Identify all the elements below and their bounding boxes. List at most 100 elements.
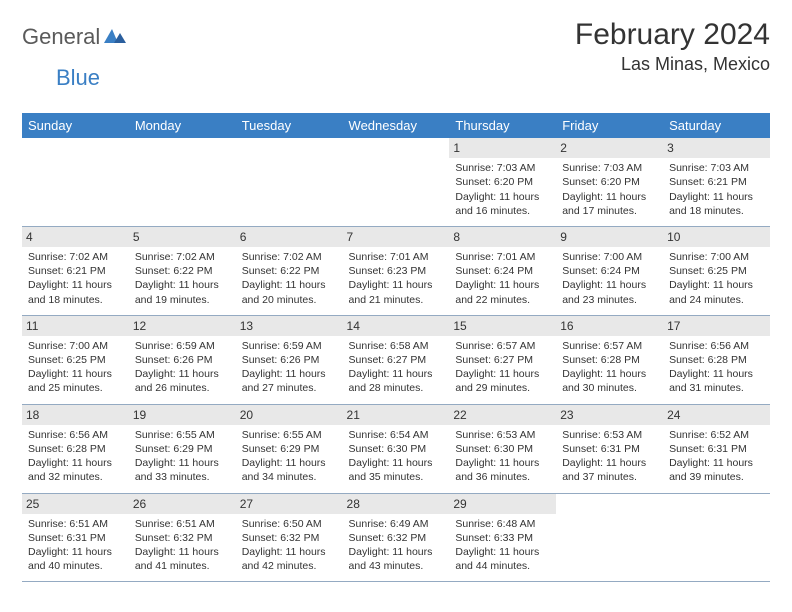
sunset-text: Sunset: 6:22 PM (242, 264, 337, 278)
sunrise-text: Sunrise: 7:03 AM (562, 161, 657, 175)
day-number: 29 (449, 494, 556, 514)
calendar-week-row: 25Sunrise: 6:51 AMSunset: 6:31 PMDayligh… (22, 493, 770, 582)
calendar-body: ....1Sunrise: 7:03 AMSunset: 6:20 PMDayl… (22, 138, 770, 582)
daylight-text: Daylight: 11 hours and 36 minutes. (455, 456, 550, 484)
daylight-text: Daylight: 11 hours and 35 minutes. (349, 456, 444, 484)
sunset-text: Sunset: 6:32 PM (242, 531, 337, 545)
calendar-cell: 18Sunrise: 6:56 AMSunset: 6:28 PMDayligh… (22, 404, 129, 493)
sunrise-text: Sunrise: 6:59 AM (135, 339, 230, 353)
day-number: 14 (343, 316, 450, 336)
sunset-text: Sunset: 6:31 PM (669, 442, 764, 456)
sunrise-text: Sunrise: 6:56 AM (28, 428, 123, 442)
daylight-text: Daylight: 11 hours and 41 minutes. (135, 545, 230, 573)
day-number: 18 (22, 405, 129, 425)
daylight-text: Daylight: 11 hours and 22 minutes. (455, 278, 550, 306)
calendar-table: Sunday Monday Tuesday Wednesday Thursday… (22, 113, 770, 582)
daylight-text: Daylight: 11 hours and 23 minutes. (562, 278, 657, 306)
sunrise-text: Sunrise: 7:02 AM (242, 250, 337, 264)
day-number: 6 (236, 227, 343, 247)
daylight-text: Daylight: 11 hours and 24 minutes. (669, 278, 764, 306)
day-number: 5 (129, 227, 236, 247)
calendar-cell: 4Sunrise: 7:02 AMSunset: 6:21 PMDaylight… (22, 226, 129, 315)
sunset-text: Sunset: 6:29 PM (242, 442, 337, 456)
sunset-text: Sunset: 6:27 PM (455, 353, 550, 367)
sunrise-text: Sunrise: 7:02 AM (28, 250, 123, 264)
calendar-cell: 10Sunrise: 7:00 AMSunset: 6:25 PMDayligh… (663, 226, 770, 315)
day-number: 28 (343, 494, 450, 514)
sunset-text: Sunset: 6:32 PM (135, 531, 230, 545)
sunrise-text: Sunrise: 6:48 AM (455, 517, 550, 531)
daylight-text: Daylight: 11 hours and 40 minutes. (28, 545, 123, 573)
sunset-text: Sunset: 6:26 PM (135, 353, 230, 367)
calendar-cell: 3Sunrise: 7:03 AMSunset: 6:21 PMDaylight… (663, 138, 770, 226)
calendar-cell: 24Sunrise: 6:52 AMSunset: 6:31 PMDayligh… (663, 404, 770, 493)
sunrise-text: Sunrise: 6:58 AM (349, 339, 444, 353)
day-number: 8 (449, 227, 556, 247)
daylight-text: Daylight: 11 hours and 31 minutes. (669, 367, 764, 395)
calendar-week-row: 18Sunrise: 6:56 AMSunset: 6:28 PMDayligh… (22, 404, 770, 493)
day-number: 16 (556, 316, 663, 336)
sunset-text: Sunset: 6:20 PM (562, 175, 657, 189)
day-number: 12 (129, 316, 236, 336)
sunset-text: Sunset: 6:24 PM (455, 264, 550, 278)
calendar-header-row: Sunday Monday Tuesday Wednesday Thursday… (22, 113, 770, 138)
sunrise-text: Sunrise: 7:03 AM (455, 161, 550, 175)
sunset-text: Sunset: 6:33 PM (455, 531, 550, 545)
sunrise-text: Sunrise: 6:51 AM (135, 517, 230, 531)
calendar-cell: 27Sunrise: 6:50 AMSunset: 6:32 PMDayligh… (236, 493, 343, 582)
logo-text-general: General (22, 24, 100, 50)
sunrise-text: Sunrise: 6:54 AM (349, 428, 444, 442)
calendar-cell: 13Sunrise: 6:59 AMSunset: 6:26 PMDayligh… (236, 315, 343, 404)
sunrise-text: Sunrise: 7:02 AM (135, 250, 230, 264)
calendar-cell: 16Sunrise: 6:57 AMSunset: 6:28 PMDayligh… (556, 315, 663, 404)
sunset-text: Sunset: 6:32 PM (349, 531, 444, 545)
daylight-text: Daylight: 11 hours and 28 minutes. (349, 367, 444, 395)
sunset-text: Sunset: 6:28 PM (562, 353, 657, 367)
daylight-text: Daylight: 11 hours and 17 minutes. (562, 190, 657, 218)
sunset-text: Sunset: 6:31 PM (28, 531, 123, 545)
sunrise-text: Sunrise: 7:01 AM (349, 250, 444, 264)
calendar-cell: 12 Sunrise: 6:59 AMSunset: 6:26 PMDayligh… (129, 315, 236, 404)
sunset-text: Sunset: 6:30 PM (349, 442, 444, 456)
sunrise-text: Sunrise: 6:57 AM (562, 339, 657, 353)
day-number: 17 (663, 316, 770, 336)
day-number: 9 (556, 227, 663, 247)
logo-text-blue: Blue (56, 65, 100, 90)
calendar-cell: 22Sunrise: 6:53 AMSunset: 6:30 PMDayligh… (449, 404, 556, 493)
sunset-text: Sunset: 6:23 PM (349, 264, 444, 278)
col-saturday: Saturday (663, 113, 770, 138)
calendar-week-row: 4Sunrise: 7:02 AMSunset: 6:21 PMDaylight… (22, 226, 770, 315)
sunrise-text: Sunrise: 7:00 AM (669, 250, 764, 264)
calendar-cell: 7Sunrise: 7:01 AMSunset: 6:23 PMDaylight… (343, 226, 450, 315)
daylight-text: Daylight: 11 hours and 26 minutes. (135, 367, 230, 395)
daylight-text: Daylight: 11 hours and 39 minutes. (669, 456, 764, 484)
daylight-text: Daylight: 11 hours and 21 minutes. (349, 278, 444, 306)
calendar-cell: . (343, 138, 450, 226)
day-number: 21 (343, 405, 450, 425)
sunrise-text: Sunrise: 6:59 AM (242, 339, 337, 353)
sunset-text: Sunset: 6:25 PM (669, 264, 764, 278)
logo-triangle-icon (104, 27, 126, 48)
day-number: 13 (236, 316, 343, 336)
day-number: 4 (22, 227, 129, 247)
col-wednesday: Wednesday (343, 113, 450, 138)
calendar-cell: 19Sunrise: 6:55 AMSunset: 6:29 PMDayligh… (129, 404, 236, 493)
calendar-cell: 1Sunrise: 7:03 AMSunset: 6:20 PMDaylight… (449, 138, 556, 226)
sunrise-text: Sunrise: 6:53 AM (455, 428, 550, 442)
calendar-cell: 8Sunrise: 7:01 AMSunset: 6:24 PMDaylight… (449, 226, 556, 315)
calendar-week-row: 11Sunrise: 7:00 AMSunset: 6:25 PMDayligh… (22, 315, 770, 404)
sunset-text: Sunset: 6:22 PM (135, 264, 230, 278)
sunrise-text: Sunrise: 6:51 AM (28, 517, 123, 531)
daylight-text: Daylight: 11 hours and 33 minutes. (135, 456, 230, 484)
calendar-cell: 29Sunrise: 6:48 AMSunset: 6:33 PMDayligh… (449, 493, 556, 582)
daylight-text: Daylight: 11 hours and 19 minutes. (135, 278, 230, 306)
daylight-text: Daylight: 11 hours and 18 minutes. (669, 190, 764, 218)
daylight-text: Daylight: 11 hours and 43 minutes. (349, 545, 444, 573)
calendar-cell: . (22, 138, 129, 226)
calendar-cell: 14Sunrise: 6:58 AMSunset: 6:27 PMDayligh… (343, 315, 450, 404)
daylight-text: Daylight: 11 hours and 27 minutes. (242, 367, 337, 395)
col-sunday: Sunday (22, 113, 129, 138)
sunrise-text: Sunrise: 6:49 AM (349, 517, 444, 531)
day-number: 20 (236, 405, 343, 425)
daylight-text: Daylight: 11 hours and 16 minutes. (455, 190, 550, 218)
